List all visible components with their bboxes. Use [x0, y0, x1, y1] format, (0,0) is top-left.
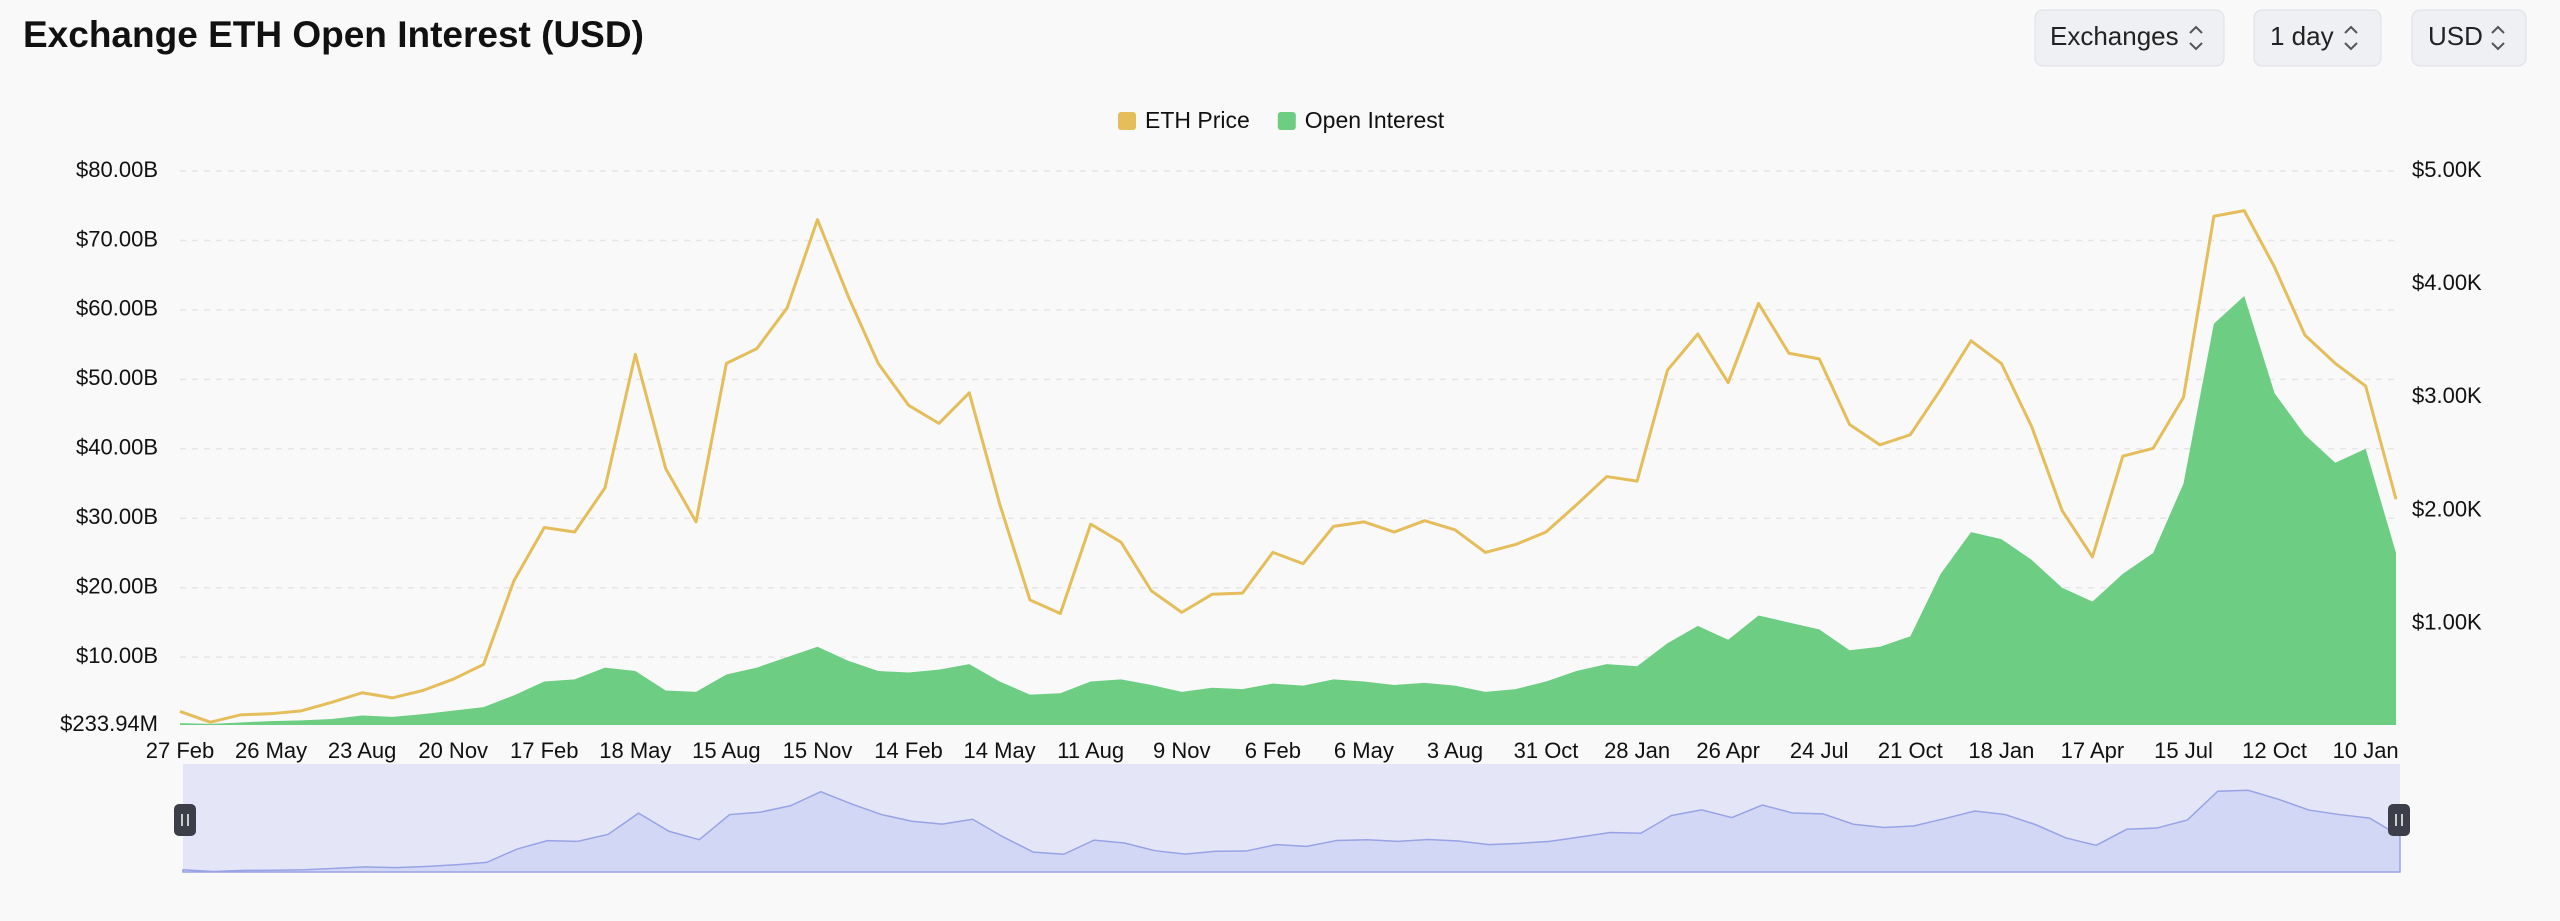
x-tick-label: 20 Nov [418, 738, 488, 763]
legend-label: Open Interest [1305, 107, 1445, 133]
y-tick-label: $70.00B [76, 226, 158, 251]
navigator-handle[interactable] [2388, 804, 2410, 836]
x-tick-label: 26 Apr [1696, 738, 1760, 763]
dropdown[interactable] [2253, 9, 2382, 67]
legend-label: ETH Price [1145, 107, 1250, 133]
line [179, 209, 2398, 724]
dropdown-label[interactable]: 1 day [2270, 21, 2334, 51]
x-tick-label: 15 Jul [2154, 738, 2213, 763]
y2-tick-label: $1.00K [2412, 610, 2482, 635]
y-tick-label: $80.00B [76, 157, 158, 182]
navigator-handle[interactable] [174, 804, 196, 836]
x-tick-label: 27 Feb [146, 738, 215, 763]
handle-grip [2395, 814, 2403, 826]
dropdown-label[interactable]: USD [2428, 21, 2483, 51]
y2-tick-label: $4.00K [2412, 270, 2482, 295]
dropdown[interactable] [2034, 9, 2225, 67]
x-tick-label: 9 Nov [1153, 738, 1210, 763]
x-tick-label: 17 Feb [510, 738, 579, 763]
dropdown[interactable] [2411, 9, 2527, 67]
legend-swatch [1118, 112, 1136, 130]
x-tick-label: 6 May [1334, 738, 1394, 763]
dropdown-icon [2189, 25, 2203, 51]
handle-grip [181, 814, 189, 826]
x-tick-label: 23 Aug [328, 738, 397, 763]
x-tick-label: 12 Oct [2242, 738, 2307, 763]
y-tick-label: $40.00B [76, 435, 158, 460]
y-tick-label: $30.00B [76, 504, 158, 529]
x-tick-label: 24 Jul [1790, 738, 1849, 763]
y-tick-label: $60.00B [76, 296, 158, 321]
plot: $233.94M $10.00B $20.00B $30.00B $40.00B $50.… [60, 107, 2482, 873]
x-tick-label: 3 Aug [1427, 738, 1483, 763]
y2-tick-label: $2.00K [2412, 496, 2482, 521]
x-tick-label: 11 Aug [1057, 738, 1124, 763]
x-tick-label: 21 Oct [1878, 738, 1943, 763]
x-tick-label: 15 Aug [692, 738, 761, 763]
navigator-series [182, 789, 2401, 873]
x-tick-label: 18 Jan [1968, 738, 2034, 763]
navigator-handles [174, 804, 2410, 836]
x-tick-label: 10 Jan [2333, 738, 2399, 763]
y-tick-label: $50.00B [76, 365, 158, 390]
y-tick-label: $233.94M [60, 711, 158, 736]
dropdown-icon [2491, 25, 2505, 51]
x-tick-label: 15 Nov [783, 738, 853, 763]
y2-tick-label: $3.00K [2412, 383, 2482, 408]
x-tick-label: 28 Jan [1604, 738, 1670, 763]
y2-tick-label: $5.00K [2412, 157, 2482, 182]
x-tick-label: 6 Feb [1245, 738, 1301, 763]
x-tick-label: 14 May [964, 738, 1036, 763]
y-tick-label: $10.00B [76, 643, 158, 668]
dropdown-icon [2344, 25, 2358, 51]
x-tick-label: 14 Feb [874, 738, 943, 763]
legend-swatch [1277, 112, 1296, 130]
y-tick-label: $20.00B [76, 574, 158, 599]
legend: ETH Price Open Interest [1118, 107, 1445, 133]
chart-title: Exchange ETH Open Interest (USD) [23, 14, 644, 55]
area [180, 296, 2396, 725]
controls: Exchanges 1 day USD [2034, 9, 2527, 67]
x-tick-label: 17 Apr [2061, 738, 2125, 763]
x-tick-label: 31 Oct [1514, 738, 1579, 763]
dropdown-label[interactable]: Exchanges [2050, 21, 2179, 51]
x-tick-label: 26 May [235, 738, 307, 763]
x-tick-label: 18 May [599, 738, 671, 763]
